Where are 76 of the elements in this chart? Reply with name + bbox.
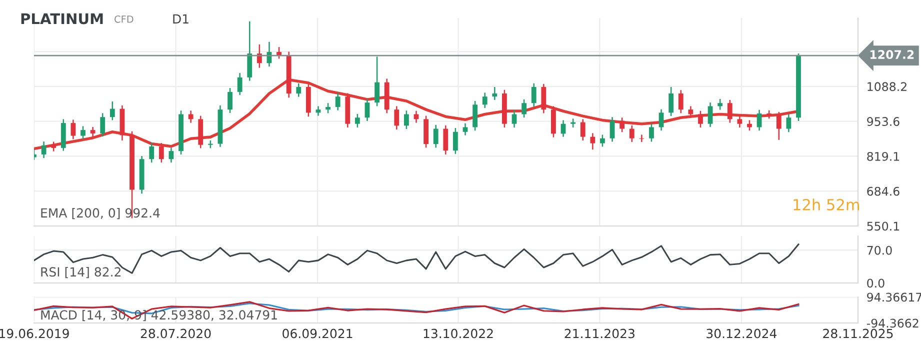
annotation: RSI [14] 82.2: [41, 266, 120, 278]
candlestick: [335, 92, 340, 111]
candlestick: [531, 82, 536, 108]
candlestick: [414, 110, 419, 124]
candlestick: [443, 124, 448, 156]
x-tick-label: 06.09.2021: [282, 328, 352, 338]
candlestick: [80, 126, 86, 140]
candlestick: [296, 82, 302, 98]
candlestick: [326, 102, 330, 114]
annotation: 12h 52m: [794, 198, 860, 210]
candlestick: [228, 87, 232, 114]
candlestick: [90, 126, 96, 138]
candlestick: [541, 83, 546, 114]
candlestick: [600, 134, 605, 148]
candlestick: [374, 56, 380, 107]
candlestick: [149, 142, 154, 164]
x-tick-label: 30.12.2024: [706, 328, 777, 338]
annotation: CFD: [114, 15, 134, 23]
candlestick: [620, 116, 625, 133]
x-tick-label: 13.10.2022: [424, 328, 493, 338]
chart-title: PLATINUM: [21, 13, 103, 24]
candlestick: [433, 124, 438, 148]
candlestick: [747, 120, 752, 132]
y-tick-label: 0.0: [867, 278, 884, 288]
candlestick: [698, 110, 703, 128]
candlestick: [639, 134, 644, 143]
candlestick: [590, 132, 596, 150]
candlestick: [522, 98, 527, 118]
candlestick: [756, 109, 762, 132]
line-series: [34, 301, 800, 320]
y-tick-label: 550.1: [867, 222, 900, 231]
candlestick: [492, 86, 498, 101]
x-tick-label: 19.06.2019: [0, 328, 69, 338]
x-tick-label: 28.07.2020: [140, 328, 211, 338]
candlestick: [776, 111, 782, 141]
candlestick: [70, 119, 76, 140]
candlestick: [512, 110, 517, 128]
candlestick: [708, 102, 713, 128]
candlestick: [462, 122, 468, 136]
candlestick: [41, 140, 46, 159]
candlestick: [100, 112, 106, 138]
annotation: D1: [173, 14, 188, 24]
y-tick-label: -94.3662: [866, 318, 918, 328]
candlestick: [678, 89, 684, 114]
candlestick: [188, 110, 194, 124]
candlestick: [110, 100, 115, 121]
candlestick: [168, 147, 174, 164]
y-tick-label: 684.6: [867, 186, 900, 196]
candlestick: [394, 106, 400, 130]
y-tick-label: 70.0: [867, 246, 892, 255]
candlestick: [786, 113, 792, 133]
y-tick-label: 1088.2: [868, 82, 906, 92]
candlestick: [354, 113, 360, 128]
y-tick-label: 953.6: [867, 117, 900, 126]
candlestick: [610, 116, 615, 142]
candlestick: [718, 98, 723, 110]
candlestick: [737, 115, 742, 128]
candlestick: [364, 98, 370, 122]
candlestick: [482, 92, 488, 109]
candlestick: [472, 100, 478, 132]
candlestick: [727, 99, 732, 124]
candlestick: [658, 108, 664, 132]
candlestick: [404, 110, 409, 130]
candlestick: [688, 106, 694, 118]
x-tick-label: 28.11.2025: [823, 328, 893, 338]
candlestick: [668, 86, 674, 117]
y-tick-label: 819.1: [867, 152, 900, 161]
candlestick: [237, 72, 242, 96]
candlestick: [276, 46, 282, 60]
candlestick: [453, 127, 458, 155]
candlestick: [247, 20, 252, 82]
x-tick-label: 21.11.2023: [564, 328, 634, 338]
candlestick: [629, 124, 634, 143]
candlestick: [580, 118, 586, 142]
ref-line-label: 1207.2: [870, 50, 914, 59]
candlestick: [649, 122, 654, 142]
